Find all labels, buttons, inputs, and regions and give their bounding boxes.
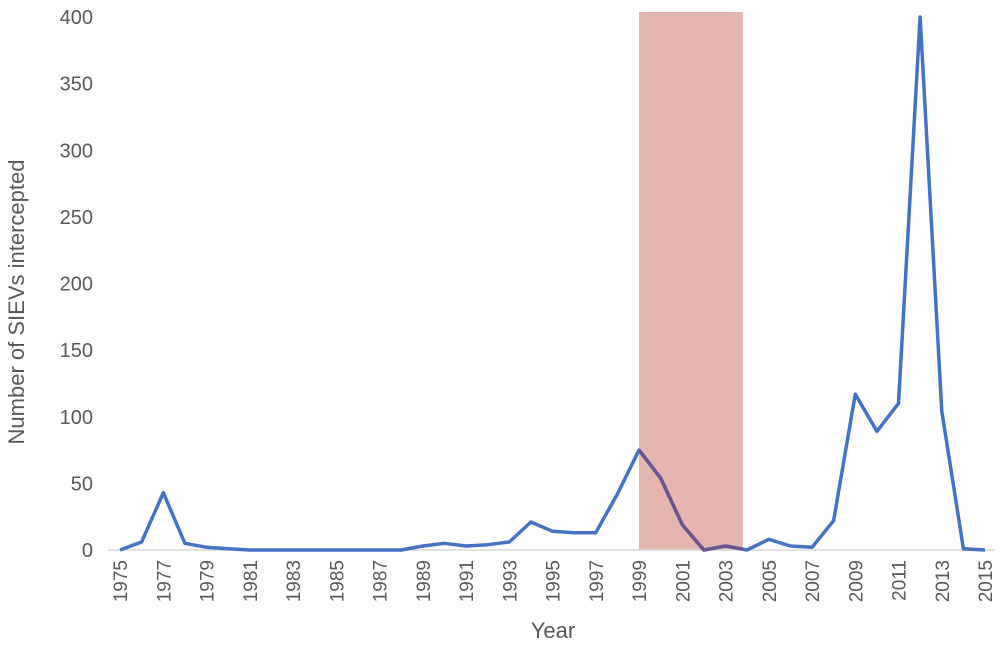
x-tick-label: 1977: [154, 560, 175, 602]
x-axis-ticks: 1975 1977 1979 1981 1983 1985 1987 1989 1991 1993…: [111, 560, 997, 602]
shaded-region: [639, 12, 743, 550]
y-tick-label: 200: [60, 274, 93, 296]
x-tick-label: 1979: [198, 560, 219, 602]
y-tick-label: 300: [60, 140, 93, 162]
y-tick-label: 150: [60, 340, 93, 362]
y-tick-label: 50: [71, 473, 93, 495]
x-tick-label: 2013: [933, 560, 954, 602]
x-tick-label: 1991: [457, 560, 478, 602]
x-tick-label: 1983: [284, 560, 305, 602]
x-tick-label: 1987: [371, 560, 392, 602]
x-tick-label: 1981: [241, 560, 262, 602]
x-tick-label: 1997: [587, 560, 608, 602]
x-tick-label: 1995: [544, 560, 565, 602]
x-tick-label: 2007: [803, 560, 824, 602]
y-tick-label: 100: [60, 407, 93, 429]
x-tick-label: 2001: [673, 560, 694, 602]
data-line-overlap: [637, 449, 744, 552]
x-tick-label: 2015: [976, 560, 997, 602]
x-tick-label: 1975: [111, 560, 132, 602]
y-axis-title: Number of SIEVs intercepted: [4, 160, 29, 445]
x-tick-label: 2003: [717, 560, 738, 602]
x-axis-title: Year: [531, 618, 575, 643]
x-tick-label: 2009: [846, 560, 867, 602]
x-tick-label: 2011: [890, 560, 911, 601]
y-tick-label: 0: [82, 540, 93, 562]
y-tick-label: 250: [60, 207, 93, 229]
x-tick-label: 2005: [760, 560, 781, 602]
x-tick-label: 1993: [500, 560, 521, 602]
y-tick-label: 400: [60, 7, 93, 29]
y-tick-label: 350: [60, 74, 93, 96]
x-tick-label: 1985: [327, 560, 348, 602]
x-tick-label: 1999: [630, 560, 651, 602]
data-line: [119, 15, 986, 552]
x-tick-label: 1989: [414, 560, 435, 602]
y-axis-ticks: 0 50 100 150 200 250 300 350 400: [60, 7, 93, 562]
